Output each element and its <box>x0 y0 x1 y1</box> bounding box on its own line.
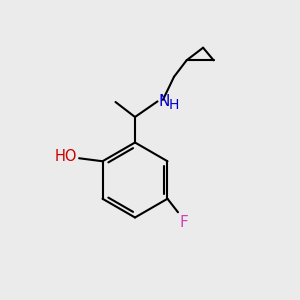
Text: F: F <box>179 215 188 230</box>
Text: H: H <box>169 98 179 112</box>
Text: HO: HO <box>55 149 78 164</box>
Text: N: N <box>159 94 170 109</box>
